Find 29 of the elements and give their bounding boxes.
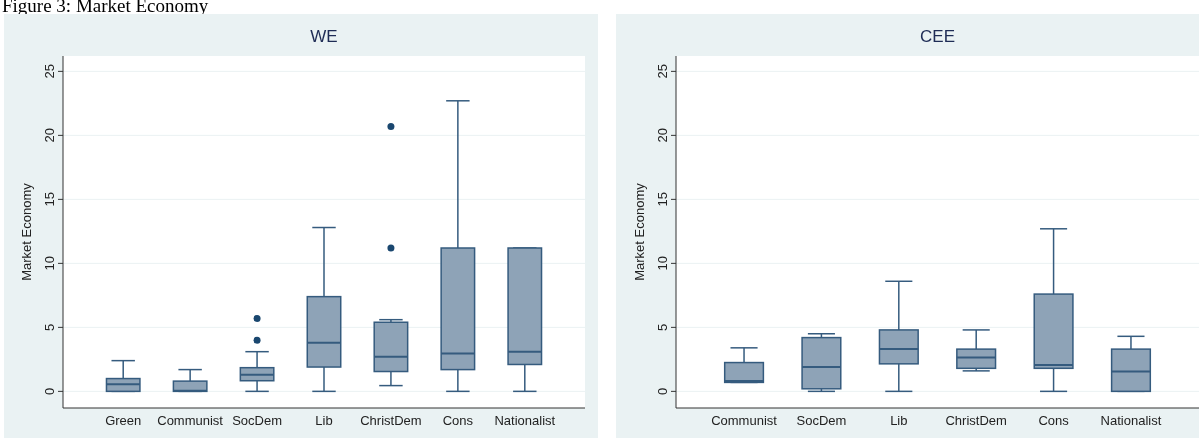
x-tick-label: Cons bbox=[1038, 413, 1070, 428]
y-tick-label: 0 bbox=[42, 387, 57, 395]
y-axis-title: Market Economy bbox=[632, 182, 647, 281]
x-tick-label: Nationalist bbox=[1100, 413, 1162, 428]
y-tick-label: 15 bbox=[655, 192, 670, 207]
x-tick-label: Cons bbox=[442, 413, 474, 428]
chart-title: WE bbox=[310, 27, 338, 46]
y-tick-label: 5 bbox=[655, 323, 670, 331]
y-tick-label: 0 bbox=[655, 387, 670, 395]
y-tick-label: 25 bbox=[655, 64, 670, 79]
y-tick-label: 15 bbox=[42, 192, 57, 207]
x-tick-label: SocDem bbox=[796, 413, 847, 428]
y-tick-label: 20 bbox=[42, 128, 57, 143]
x-tick-label: Lib bbox=[315, 413, 333, 428]
x-tick-label: Communist bbox=[711, 413, 778, 428]
x-tick-label: Lib bbox=[890, 413, 908, 428]
y-tick-label: 20 bbox=[655, 128, 670, 143]
y-tick-label: 5 bbox=[42, 323, 57, 331]
y-tick-label: 10 bbox=[655, 256, 670, 271]
y-tick-label: 25 bbox=[42, 64, 57, 79]
x-tick-label: SocDem bbox=[232, 413, 282, 428]
chart-title: CEE bbox=[920, 27, 955, 46]
x-tick-label: ChristDem bbox=[360, 413, 422, 428]
y-tick-label: 10 bbox=[42, 256, 57, 271]
x-tick-label: Green bbox=[105, 413, 142, 428]
x-tick-label: ChristDem bbox=[945, 413, 1007, 428]
x-tick-label: Communist bbox=[157, 413, 224, 428]
x-tick-label: Nationalist bbox=[494, 413, 556, 428]
y-axis-title: Market Economy bbox=[19, 182, 34, 281]
